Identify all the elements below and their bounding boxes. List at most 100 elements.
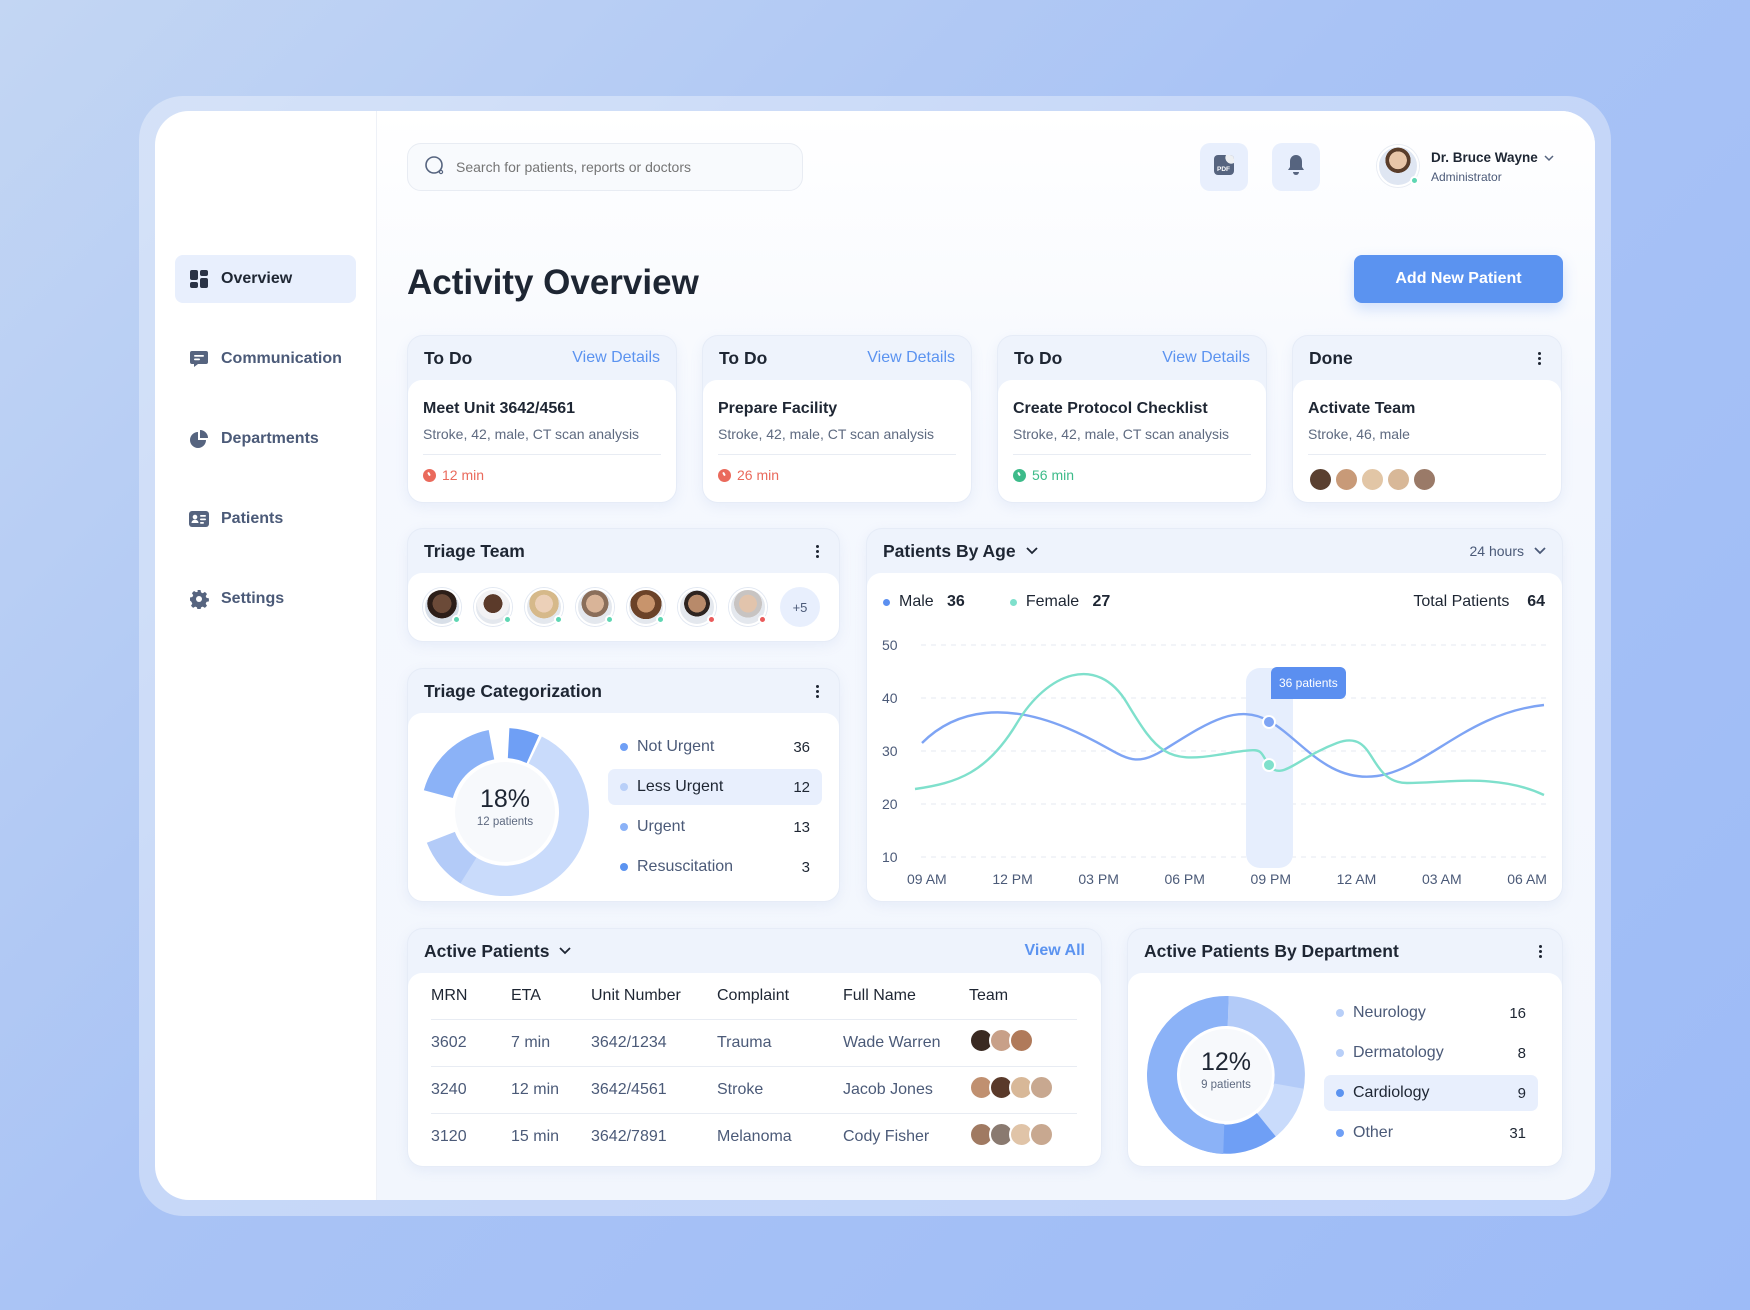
legend-item[interactable]: Not Urgent 36 bbox=[608, 729, 822, 765]
team-member-avatar[interactable] bbox=[678, 588, 716, 626]
team-member-avatar[interactable] bbox=[627, 588, 665, 626]
svg-text:PDF: PDF bbox=[1217, 166, 1230, 173]
triage-legend: Not Urgent 36 Less Urgent 12 Urgent 13 Resu… bbox=[608, 729, 822, 885]
avatar bbox=[1377, 145, 1419, 187]
view-details-link[interactable]: View Details bbox=[1162, 349, 1250, 366]
pdf-button[interactable]: PDF bbox=[1200, 143, 1248, 191]
more-members-button[interactable]: +5 bbox=[780, 587, 820, 627]
sidebar-item-departments[interactable]: Departments bbox=[175, 415, 356, 463]
pdf-icon: PDF bbox=[1213, 154, 1235, 181]
user-profile[interactable]: Dr. Bruce Wayne Administrator bbox=[1377, 145, 1554, 187]
bell-icon bbox=[1286, 154, 1306, 181]
busy-status-dot bbox=[758, 615, 767, 624]
task-title: Create Protocol Checklist bbox=[1013, 400, 1208, 417]
triage-donut-chart bbox=[423, 728, 589, 896]
team-member-avatar[interactable] bbox=[423, 588, 461, 626]
chart-legend: Male 36 Female 27 bbox=[883, 593, 1110, 611]
task-card[interactable]: To Do View Details Meet Unit 3642/4561 St… bbox=[407, 335, 677, 503]
patients-line-chart bbox=[914, 644, 1547, 868]
legend-item[interactable]: Less Urgent 12 bbox=[608, 769, 822, 805]
card-title: Triage Categorization bbox=[424, 680, 602, 701]
y-tick: 10 bbox=[882, 849, 898, 865]
search-bar[interactable] bbox=[407, 143, 803, 191]
team-member-avatar[interactable] bbox=[474, 588, 512, 626]
team-avatars bbox=[969, 1066, 1077, 1114]
triage-categorization-card: Triage Categorization 18% 12 patients bbox=[407, 668, 840, 902]
pie-icon bbox=[189, 429, 209, 449]
search-icon bbox=[424, 155, 446, 180]
task-subtitle: Stroke, 46, male bbox=[1308, 426, 1546, 455]
team-member-avatar[interactable] bbox=[525, 588, 563, 626]
sidebar: Overview Communication Departments Patie… bbox=[155, 111, 377, 1200]
y-tick: 50 bbox=[882, 637, 898, 653]
page-title: Activity Overview bbox=[407, 263, 699, 302]
search-input[interactable] bbox=[456, 159, 776, 175]
sidebar-item-communication[interactable]: Communication bbox=[175, 335, 356, 383]
online-status-dot bbox=[503, 615, 512, 624]
busy-status-dot bbox=[707, 615, 716, 624]
legend-item[interactable]: Other 31 bbox=[1324, 1115, 1538, 1151]
sidebar-item-patients[interactable]: Patients bbox=[175, 495, 356, 543]
column-header[interactable]: Team bbox=[969, 973, 1077, 1020]
view-details-link[interactable]: View Details bbox=[572, 349, 660, 366]
y-tick: 20 bbox=[882, 796, 898, 812]
task-status: To Do bbox=[719, 347, 768, 368]
task-card[interactable]: To Do View Details Prepare Facility Strok… bbox=[702, 335, 972, 503]
more-options-icon[interactable] bbox=[811, 544, 823, 558]
table-row[interactable]: 3120 15 min 3642/7891 Melanoma Cody Fisher bbox=[431, 1113, 1077, 1160]
department-card: Active Patients By Department 12% 9 pati… bbox=[1127, 928, 1563, 1167]
team-member-avatar[interactable] bbox=[576, 588, 614, 626]
active-patients-dropdown[interactable]: Active Patients bbox=[424, 941, 572, 962]
y-tick: 40 bbox=[882, 690, 898, 706]
legend-item[interactable]: Cardiology 9 bbox=[1324, 1075, 1538, 1111]
clock-icon bbox=[718, 468, 731, 482]
chevron-down-icon bbox=[1544, 149, 1554, 167]
avatar bbox=[1360, 467, 1385, 492]
column-header[interactable]: Unit Number bbox=[591, 973, 717, 1020]
patients-table: MRN ETA Unit Number Complaint Full Name … bbox=[431, 973, 1077, 1160]
table-row[interactable]: 3240 12 min 3642/4561 Stroke Jacob Jones bbox=[431, 1066, 1077, 1114]
more-options-icon[interactable] bbox=[811, 684, 823, 698]
task-card[interactable]: To Do View Details Create Protocol Checkl… bbox=[997, 335, 1267, 503]
task-title: Prepare Facility bbox=[718, 400, 838, 417]
chart-title-dropdown[interactable]: Patients By Age bbox=[883, 541, 1038, 562]
task-title: Activate Team bbox=[1308, 400, 1416, 417]
online-status-dot bbox=[554, 615, 563, 624]
sidebar-item-label: Overview bbox=[221, 270, 293, 287]
chevron-down-icon bbox=[559, 947, 572, 955]
notifications-button[interactable] bbox=[1272, 143, 1320, 191]
legend-item[interactable]: Dermatology 8 bbox=[1324, 1035, 1538, 1071]
add-new-patient-button[interactable]: Add New Patient bbox=[1354, 255, 1563, 303]
team-avatars bbox=[1308, 467, 1546, 492]
sidebar-item-overview[interactable]: Overview bbox=[175, 255, 356, 303]
more-options-icon[interactable] bbox=[1533, 351, 1545, 365]
legend-item[interactable]: Urgent 13 bbox=[608, 809, 822, 845]
view-all-link[interactable]: View All bbox=[1024, 942, 1085, 959]
time-range-select[interactable]: 24 hours bbox=[1470, 543, 1546, 559]
team-member-avatar[interactable] bbox=[729, 588, 767, 626]
avatar bbox=[1334, 467, 1359, 492]
team-avatars bbox=[969, 1113, 1077, 1160]
column-header[interactable]: ETA bbox=[511, 973, 591, 1020]
avatar bbox=[1386, 467, 1411, 492]
legend-item[interactable]: Resuscitation 3 bbox=[608, 849, 822, 885]
column-header[interactable]: Full Name bbox=[843, 973, 969, 1020]
task-card-done[interactable]: Done Activate Team Stroke, 46, male bbox=[1292, 335, 1562, 503]
task-time: 26 min bbox=[737, 467, 780, 483]
user-role: Administrator bbox=[1431, 169, 1502, 184]
table-row[interactable]: 3602 7 min 3642/1234 Trauma Wade Warren bbox=[431, 1019, 1077, 1067]
more-options-icon[interactable] bbox=[1534, 944, 1546, 958]
online-status-dot bbox=[605, 615, 614, 624]
task-time: 12 min bbox=[442, 467, 485, 483]
donut-center-value: 12% bbox=[1200, 1048, 1252, 1076]
online-status-dot bbox=[656, 615, 665, 624]
column-header[interactable]: MRN bbox=[431, 973, 511, 1020]
sidebar-item-label: Settings bbox=[221, 590, 285, 607]
sidebar-item-label: Communication bbox=[221, 350, 342, 367]
sidebar-item-settings[interactable]: Settings bbox=[175, 575, 356, 623]
online-status-dot bbox=[452, 615, 461, 624]
task-subtitle: Stroke, 42, male, CT scan analysis bbox=[1013, 426, 1251, 455]
legend-item[interactable]: Neurology 16 bbox=[1324, 995, 1538, 1031]
column-header[interactable]: Complaint bbox=[717, 973, 843, 1020]
view-details-link[interactable]: View Details bbox=[867, 349, 955, 366]
